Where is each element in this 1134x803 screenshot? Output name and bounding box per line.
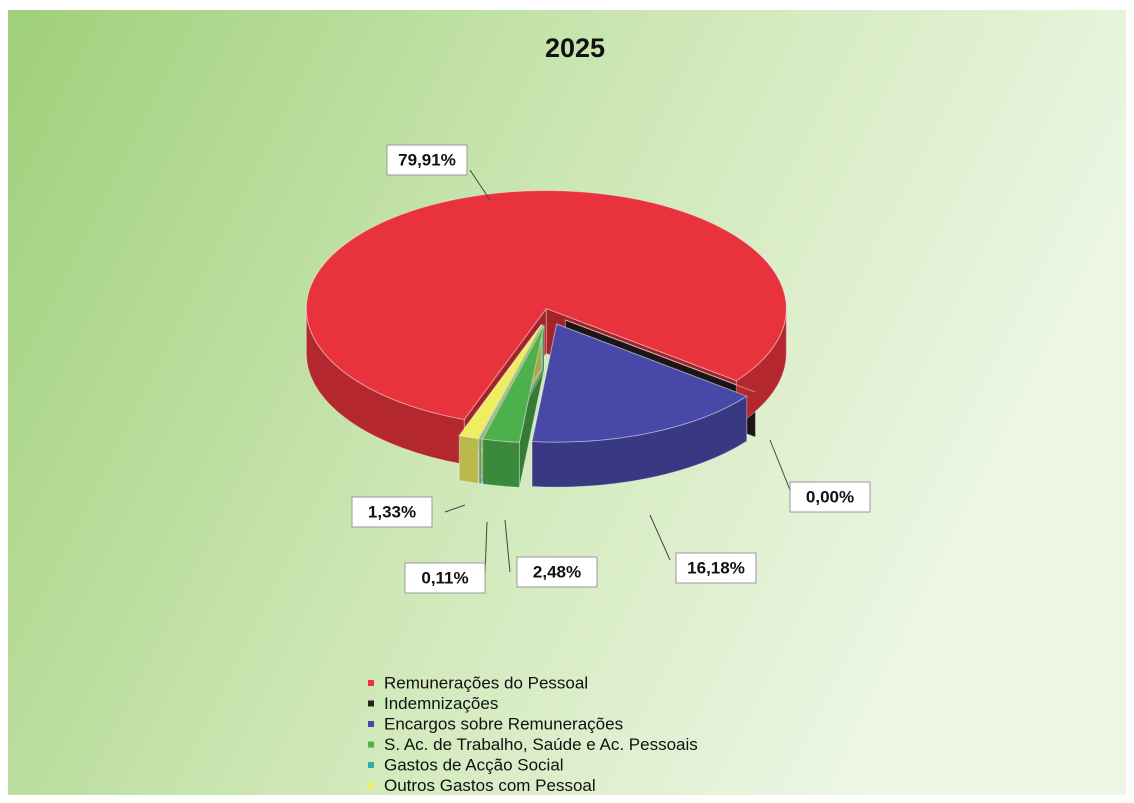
- value-labels: 79,91% 0,00% 16,18% 2,48% 0,11% 1,33%: [351, 144, 871, 594]
- legend-label: Gastos de Acção Social: [384, 755, 564, 774]
- slice: [478, 324, 543, 440]
- legend-label: Outros Gastos com Pessoal: [384, 776, 596, 795]
- leader-line: [469, 169, 491, 201]
- legend-marker: [368, 721, 374, 727]
- value-label-box: [404, 562, 486, 594]
- leader-line: [769, 439, 791, 491]
- value-label: 1,33%: [368, 502, 416, 521]
- legend-label: Encargos sobre Remunerações: [384, 714, 623, 733]
- leader-line: [444, 504, 466, 513]
- legend-marker: [368, 700, 374, 707]
- value-label: 0,00%: [806, 487, 854, 506]
- value-label: 2,48%: [533, 562, 581, 581]
- leader-line: [649, 514, 671, 561]
- value-label: 79,91%: [398, 150, 456, 169]
- legend-marker: [368, 782, 374, 789]
- value-label: 0,11%: [421, 568, 468, 587]
- value-label-box: [351, 496, 433, 528]
- legend-marker: [368, 741, 374, 748]
- slice-side: [482, 438, 520, 488]
- legend-marker: [368, 680, 374, 686]
- legend-label: Indemnizações: [384, 694, 498, 713]
- value-label-box: [675, 552, 757, 584]
- slice: [458, 324, 542, 439]
- slice-side: [458, 434, 479, 485]
- value-label-box: [386, 144, 468, 176]
- leader-line: [504, 519, 511, 573]
- slice: [305, 190, 787, 420]
- value-label: 16,18%: [687, 558, 745, 577]
- slice: [481, 324, 545, 443]
- legend-label: S. Ac. de Trabalho, Saúde e Ac. Pessoais: [384, 735, 698, 754]
- slice: [531, 323, 748, 443]
- legend-label: Remunerações do Pessoal: [384, 673, 588, 692]
- legend-marker: [368, 762, 374, 768]
- value-label-box: [789, 481, 871, 513]
- chart-title: 2025: [545, 33, 605, 63]
- pie: [305, 190, 787, 488]
- slice-side: [478, 438, 482, 485]
- value-label-box: [516, 556, 598, 588]
- legend: Remunerações do Pessoal IndemnizaçõesEnca…: [368, 673, 698, 795]
